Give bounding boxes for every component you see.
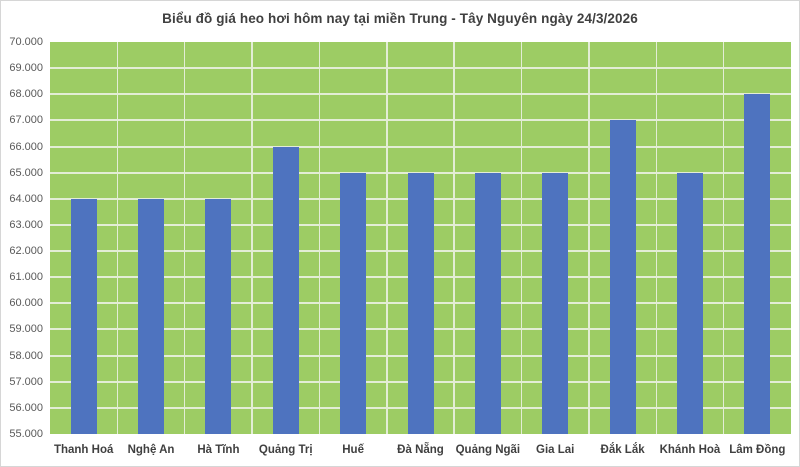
bar-nghe-an	[138, 198, 165, 434]
y-tick-label: 58.000	[9, 349, 43, 362]
bar-khanh-hoa	[676, 172, 703, 434]
horizontal-gridline	[50, 171, 791, 174]
vertical-gridline	[386, 42, 388, 434]
x-category-label: Khánh Hoà	[659, 444, 721, 456]
y-tick-label: 62.000	[9, 245, 43, 258]
y-tick-label: 64.000	[9, 192, 43, 205]
bar-ha-tinh	[205, 198, 232, 434]
x-category-label: Quảng Trị	[258, 444, 313, 456]
y-tick-label: 55.000	[9, 428, 43, 440]
vertical-gridline	[453, 42, 455, 434]
vertical-gridline	[722, 42, 725, 434]
vertical-gridline	[655, 42, 658, 434]
plot-area	[50, 42, 791, 434]
bar-quang-ngai	[474, 172, 501, 434]
bar-da-nang	[407, 172, 434, 434]
x-category-label: Hà Tĩnh	[197, 444, 240, 456]
x-category-label: Lâm Đồng	[729, 444, 786, 456]
bar-hue	[340, 172, 367, 434]
bar-lam-dong	[744, 94, 771, 434]
vertical-gridline	[251, 42, 253, 434]
vertical-gridline	[183, 42, 186, 434]
y-tick-label: 56.000	[9, 401, 43, 414]
x-category-label: Gia Lai	[536, 444, 575, 456]
x-category-label: Đắk Lắk	[600, 444, 645, 456]
y-tick-label: 60.000	[9, 297, 43, 310]
y-tick-label: 67.000	[9, 114, 43, 127]
x-category-label: Đà Nẵng	[397, 444, 444, 456]
horizontal-gridline	[50, 67, 791, 70]
y-tick-label: 57.000	[9, 375, 43, 388]
y-tick-label: 61.000	[9, 271, 43, 284]
bar-dak-lak	[609, 120, 636, 434]
y-tick-label: 63.000	[9, 218, 43, 231]
x-category-label: Nghệ An	[127, 444, 175, 456]
vertical-gridline	[520, 42, 523, 434]
horizontal-gridline	[50, 93, 791, 96]
vertical-gridline	[588, 42, 590, 434]
x-category-label: Quảng Ngãi	[455, 444, 521, 456]
y-tick-label: 70.000	[9, 36, 43, 48]
y-tick-label: 59.000	[9, 323, 43, 336]
y-tick-label: 69.000	[9, 62, 43, 75]
y-tick-label: 66.000	[9, 140, 43, 153]
bar-gia-lai	[542, 172, 569, 434]
x-category-label: Huế	[342, 444, 364, 456]
bar-thanh-hoa	[70, 198, 97, 434]
vertical-gridline	[318, 42, 321, 434]
chart-title: Biểu đồ giá heo hơi hôm nay tại miền Tru…	[162, 11, 638, 26]
horizontal-gridline	[50, 145, 791, 148]
bar-quang-tri	[272, 146, 299, 434]
y-tick-label: 65.000	[9, 166, 43, 179]
x-category-label: Thanh Hoá	[53, 444, 114, 456]
horizontal-gridline	[50, 119, 791, 122]
y-tick-label: 68.000	[9, 88, 43, 101]
vertical-gridline	[116, 42, 119, 434]
